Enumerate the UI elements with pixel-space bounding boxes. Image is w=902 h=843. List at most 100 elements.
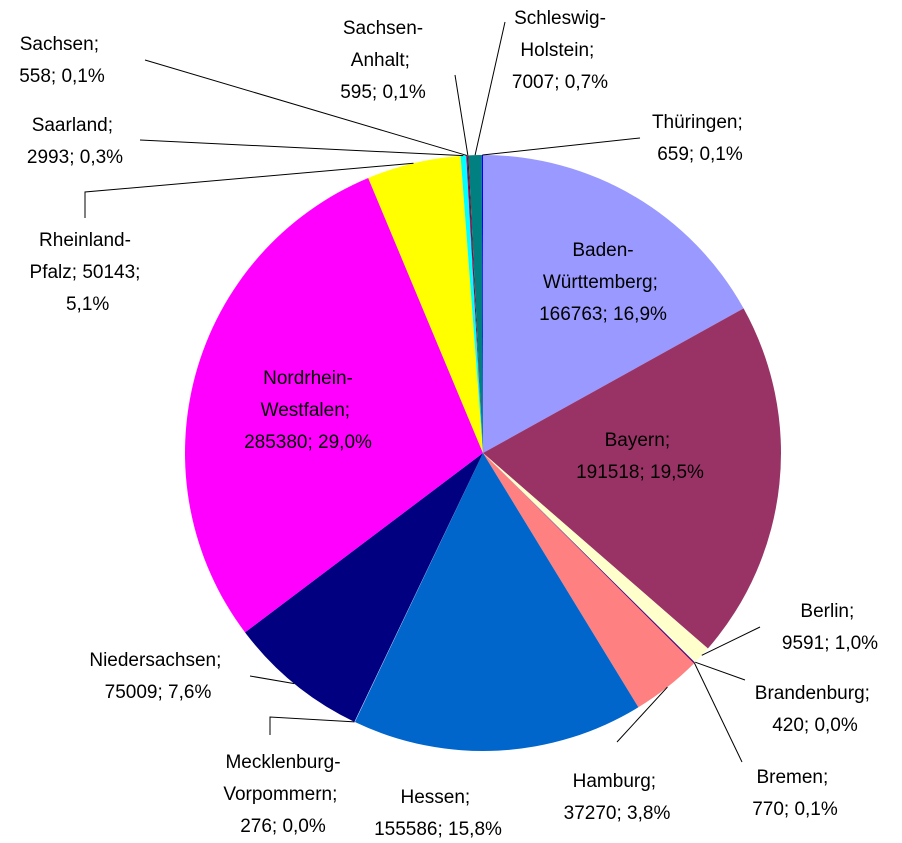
label-name-line: Pfalz [30,262,72,283]
label-value: 276; 0,0% [240,816,326,837]
data-label: Hamburg; 37270; 3,8% [564,771,671,824]
label-name: Saarland [32,115,108,136]
label-name: Sachsen- Anhalt [343,18,423,71]
label-name-line: Vorpommern [223,784,332,805]
label-separator: ; [332,784,343,805]
label-name-line: Holstein [520,40,589,61]
label-name: Berlin [800,601,849,622]
label-value: 595; 0,1% [340,82,426,103]
data-label: Rheinland- Pfalz; 50143; 5,1% [30,230,141,315]
label-name-line: Anhalt [351,50,406,71]
label-name-line: Baden- [572,240,633,261]
label-name-line: Rheinland- [39,230,131,251]
data-label: Nordrhein- Westfalen; 285380; 29,0% [244,368,372,453]
pie-slice [483,155,744,453]
label-name-line: Schleswig- [514,8,606,29]
data-label: Baden- Württemberg; 166763; 16,9% [539,240,667,325]
label-name-line: Thüringen [652,112,738,133]
leader-line [249,675,295,685]
pie-slice [483,453,695,664]
label-name-line: Niedersachsen [89,650,216,671]
data-label: Bayern; 191518; 19,5% [576,430,704,483]
label-name: Bremen [756,767,823,788]
label-name-line: Nordrhein- [263,368,353,389]
label-value: 9591; 1,0% [782,633,878,654]
label-separator: ; [72,262,83,283]
data-label: Thüringen; 659; 0,1% [652,112,748,165]
label-value: 558; 0,1% [19,66,105,87]
label-separator: ; [94,34,105,55]
label-separator: ; [216,650,227,671]
label-value-part: 50143; [82,262,140,283]
pie-slice [466,155,483,453]
label-value-part: 5,1% [61,294,110,315]
label-separator: ; [651,771,662,792]
label-separator: ; [108,115,119,136]
data-label: Hessen; 155586; 15,8% [374,787,502,840]
label-value: 770; 0,1% [752,799,838,820]
data-label: Sachsen- Anhalt; 595; 0,1% [340,18,426,103]
data-label: Mecklenburg- Vorpommern; 276; 0,0% [223,752,342,837]
label-separator: ; [849,601,860,622]
leader-line [482,137,641,156]
label-separator: ; [345,400,356,421]
label-name: Niedersachsen [89,650,216,671]
leader-line [693,662,743,763]
label-value: 659; 0,1% [657,144,743,165]
label-name-line: Mecklenburg- [225,752,340,773]
label-name-line: Württemberg [543,272,653,293]
label-name: Hamburg [573,771,651,792]
leader-line [701,626,761,656]
label-value: 155586; 15,8% [374,819,502,840]
leader-line [84,162,414,218]
label-separator: ; [465,787,476,808]
label-name: Hessen [401,787,465,808]
label-separator: ; [738,112,749,133]
leader-line [269,716,355,735]
pie-slice [368,155,483,453]
pie-slice [467,155,483,453]
leader-line [616,686,668,743]
label-separator: ; [823,767,834,788]
label-name: Baden- Württemberg [543,240,653,293]
label-name-line: Sachsen [20,34,94,55]
label-name: Brandenburg [755,683,865,704]
label-name: Rheinland- Pfalz [30,230,131,283]
label-name: Sachsen [20,34,94,55]
leader-line [139,139,464,157]
label-separator: ; [589,40,600,61]
label-value: 191518; 19,5% [576,462,704,483]
label-value: 2993; 0,3% [27,147,123,168]
label-name-line: Bayern [605,430,665,451]
label-name: Thüringen [652,112,738,133]
label-separator: ; [653,272,664,293]
leader-line [144,59,467,156]
data-label: Schleswig- Holstein; 7007; 0,7% [512,8,608,93]
data-label: Bremen; 770; 0,1% [752,767,838,820]
data-label: Niedersachsen; 75009; 7,6% [89,650,226,703]
pie-slice [468,155,483,454]
label-name-line: Westfalen [261,400,345,421]
pie-slice [354,453,639,751]
label-name-line: Berlin [800,601,849,622]
pie-slice [483,308,782,649]
label-separator: ; [665,430,676,451]
data-label: Saarland; 2993; 0,3% [27,115,123,168]
data-label: Berlin; 9591; 1,0% [782,601,878,654]
label-value: 285380; 29,0% [244,432,372,453]
label-separator: ; [865,683,876,704]
label-value: 50143; 5,1% [61,262,141,315]
leader-line [474,21,506,156]
label-name-line: Saarland [32,115,108,136]
label-separator: ; [405,50,416,71]
label-value: 75009; 7,6% [105,682,212,703]
label-name: Mecklenburg- Vorpommern [223,752,340,805]
label-value: 420; 0,0% [772,715,858,736]
pie-slice [354,453,483,723]
pie-slice [184,177,483,633]
label-name: Schleswig- Holstein [514,8,606,61]
label-name: Nordrhein- Westfalen [261,368,353,421]
pie-slice [483,453,694,708]
label-value: 37270; 3,8% [564,803,671,824]
